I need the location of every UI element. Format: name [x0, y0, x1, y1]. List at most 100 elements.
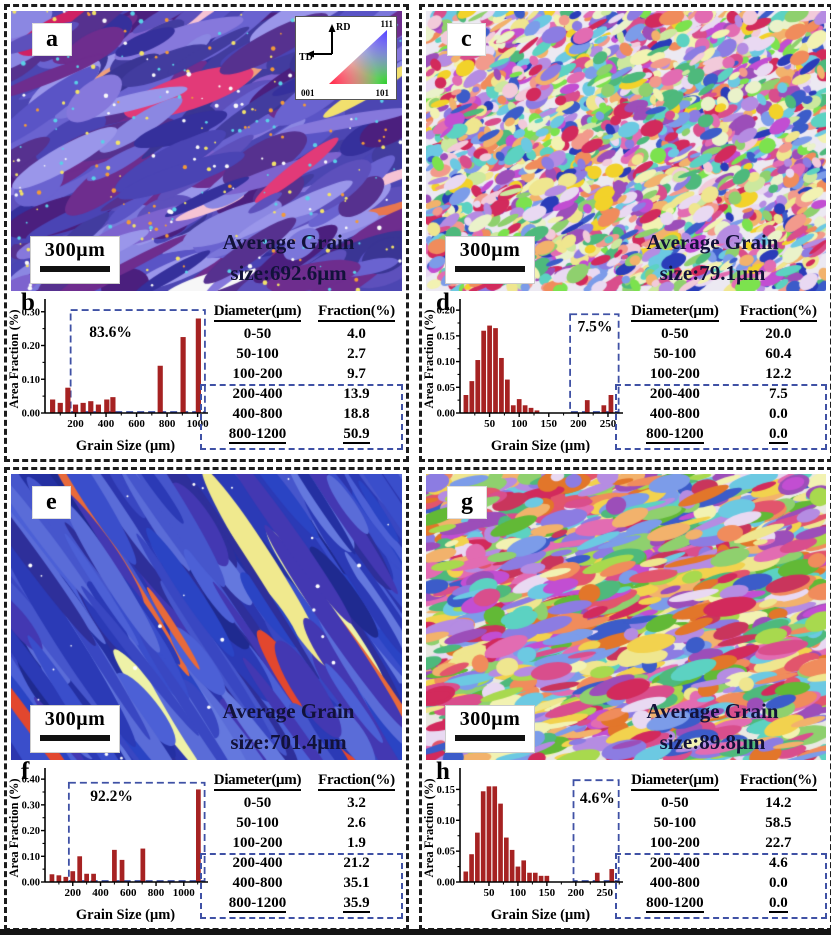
table-cell: 50-100 — [653, 346, 697, 362]
table-header-text: Fraction(%) — [740, 772, 817, 791]
quadrant-cd: c 300μm Average Grain size:79.1μm d 0.00… — [419, 4, 831, 462]
histogram-bar — [88, 401, 94, 413]
panel-label-d: d — [436, 289, 450, 316]
table-cell: 50-100 — [236, 815, 279, 831]
table-cell: 0-50 — [661, 326, 689, 342]
table-header-row: Diameter(μm) Fraction(%) — [205, 770, 403, 793]
table-cell-text: 35.9 — [343, 895, 370, 913]
table-cell: 60.4 — [765, 346, 792, 362]
histogram-bar — [522, 405, 528, 413]
table-dashed-box — [615, 853, 827, 919]
table-cell-text: 800-1200 — [228, 426, 287, 444]
table-row: 800-1200 50.9 — [205, 424, 403, 444]
table-cell: 4.0 — [347, 326, 366, 342]
x-tick-label: 1000 — [187, 418, 209, 430]
average-grain-caption: Average Grain size:692.6μm — [222, 230, 355, 285]
y-tick-label: 0.20 — [437, 306, 455, 317]
td-arrow-icon — [306, 50, 314, 58]
histogram-bar — [112, 849, 117, 882]
y-tick-label: 0.10 — [437, 357, 455, 368]
x-tick-label: 100 — [510, 887, 527, 899]
table-cell: 14.2 — [765, 795, 792, 811]
chart-row-f: f 0.00 0.10 0.20 0.30 0.40 200 400 600 800 1000 92… — [7, 758, 406, 922]
histogram-b: 0.00 0.10 0.20 0.30 200 400 600 800 1000 83.6% Are… — [9, 299, 209, 453]
table-cell: 35.9 — [310, 893, 403, 913]
table-cell: 100-200 — [649, 835, 700, 851]
td-label: TD — [299, 52, 313, 63]
table-cell-text: 800-1200 — [646, 895, 704, 913]
table-cell-text: 0.0 — [768, 895, 788, 913]
table-header-text: Diameter(μm) — [631, 303, 719, 322]
y-tick-label: 0.20 — [22, 826, 40, 837]
table-header-row: Diameter(μm) Fraction(%) — [620, 301, 827, 324]
panel-label-a: a — [33, 24, 71, 55]
x-tick-label: 200 — [65, 887, 82, 899]
scale-bar-line — [455, 735, 525, 741]
table-row: 800-1200 0.0 — [620, 424, 827, 444]
histogram-bar — [77, 856, 83, 882]
histogram-bar — [56, 875, 62, 882]
table-row: 200-400 4.6 — [620, 853, 827, 873]
table-row: 200-400 21.2 — [205, 853, 403, 873]
histogram-bar — [609, 869, 615, 882]
table-header-cell: Diameter(μm) — [205, 301, 310, 324]
histogram-bar — [80, 402, 86, 413]
table-cell: 100-200 — [649, 366, 700, 382]
annotation-dashed-box — [569, 313, 620, 413]
histogram-bar — [180, 337, 186, 413]
histogram-bar — [475, 360, 481, 413]
x-tick-label: 150 — [539, 887, 556, 899]
table-row: 200-400 13.9 — [205, 384, 403, 404]
table-header-cell: Fraction(%) — [310, 770, 403, 793]
table-cell: 22.7 — [765, 835, 792, 851]
table-header-cell: Fraction(%) — [730, 301, 827, 324]
table-cell: 0-50 — [661, 795, 689, 811]
table-cell: 7.5 — [768, 386, 788, 402]
ebsd-map-panel-e: e 300μm Average Grain size:701.4μm — [11, 474, 402, 760]
table-row: 400-800 35.1 — [205, 873, 403, 893]
histogram-bar — [91, 873, 96, 882]
histogram-bar — [515, 866, 521, 882]
table-cell: 0.0 — [730, 424, 827, 444]
table-cell: 2.6 — [347, 815, 366, 831]
y-tick-label: 0.00 — [22, 409, 40, 420]
histogram-bar — [528, 407, 534, 413]
x-tick-label: 600 — [120, 887, 137, 899]
y-tick-label: 0.05 — [437, 847, 455, 858]
scale-bar-line — [40, 266, 110, 272]
x-axis-title: Grain Size (μm) — [76, 907, 175, 922]
table-cell: 800-1200 — [205, 424, 310, 444]
y-tick-label: 0.20 — [22, 341, 40, 352]
ipf-legend: RD TD 111 001 101 — [296, 17, 396, 99]
histogram-bar — [493, 328, 498, 413]
table-row: 50-100 60.4 — [620, 344, 827, 364]
histogram-bar — [49, 874, 55, 882]
histogram-bar — [509, 849, 515, 882]
table-header-text: Diameter(μm) — [631, 772, 719, 791]
histogram-bar — [157, 365, 163, 413]
x-tick-label: 800 — [148, 887, 165, 899]
x-tick-label: 150 — [541, 418, 558, 430]
y-tick-label: 0.00 — [437, 409, 455, 420]
grain-size-table-f: Diameter(μm) Fraction(%) 0-50 3.2 50-100 2.6 1… — [200, 770, 403, 919]
table-cell: 0.0 — [730, 893, 827, 913]
table-cell: 0-50 — [243, 326, 272, 342]
table-dashed-box — [200, 384, 403, 450]
histogram-d: 0.00 0.05 0.10 0.15 0.20 50 100 150 200 250 7.5% Ar… — [424, 299, 623, 453]
rd-arrow-icon — [328, 24, 336, 32]
scale-bar-line — [455, 266, 525, 272]
histogram-bar — [480, 791, 486, 882]
histogram-bar — [95, 404, 102, 413]
panel-label-e: e — [33, 487, 70, 518]
x-tick-label: 1000 — [173, 887, 196, 899]
y-tick-label: 0.00 — [437, 878, 455, 889]
histogram-bar — [504, 379, 510, 413]
x-tick-label: 50 — [483, 887, 495, 899]
rd-label: RD — [336, 22, 351, 33]
table-cell: 2.7 — [347, 346, 366, 362]
histogram-bar — [608, 395, 614, 413]
average-grain-caption: Average Grain size:701.4μm — [222, 699, 355, 754]
x-tick-label: 100 — [511, 418, 528, 430]
chart-row-h: h 0.00 0.05 0.10 0.15 50 100 150 200 250 4.6% Area… — [422, 758, 830, 922]
